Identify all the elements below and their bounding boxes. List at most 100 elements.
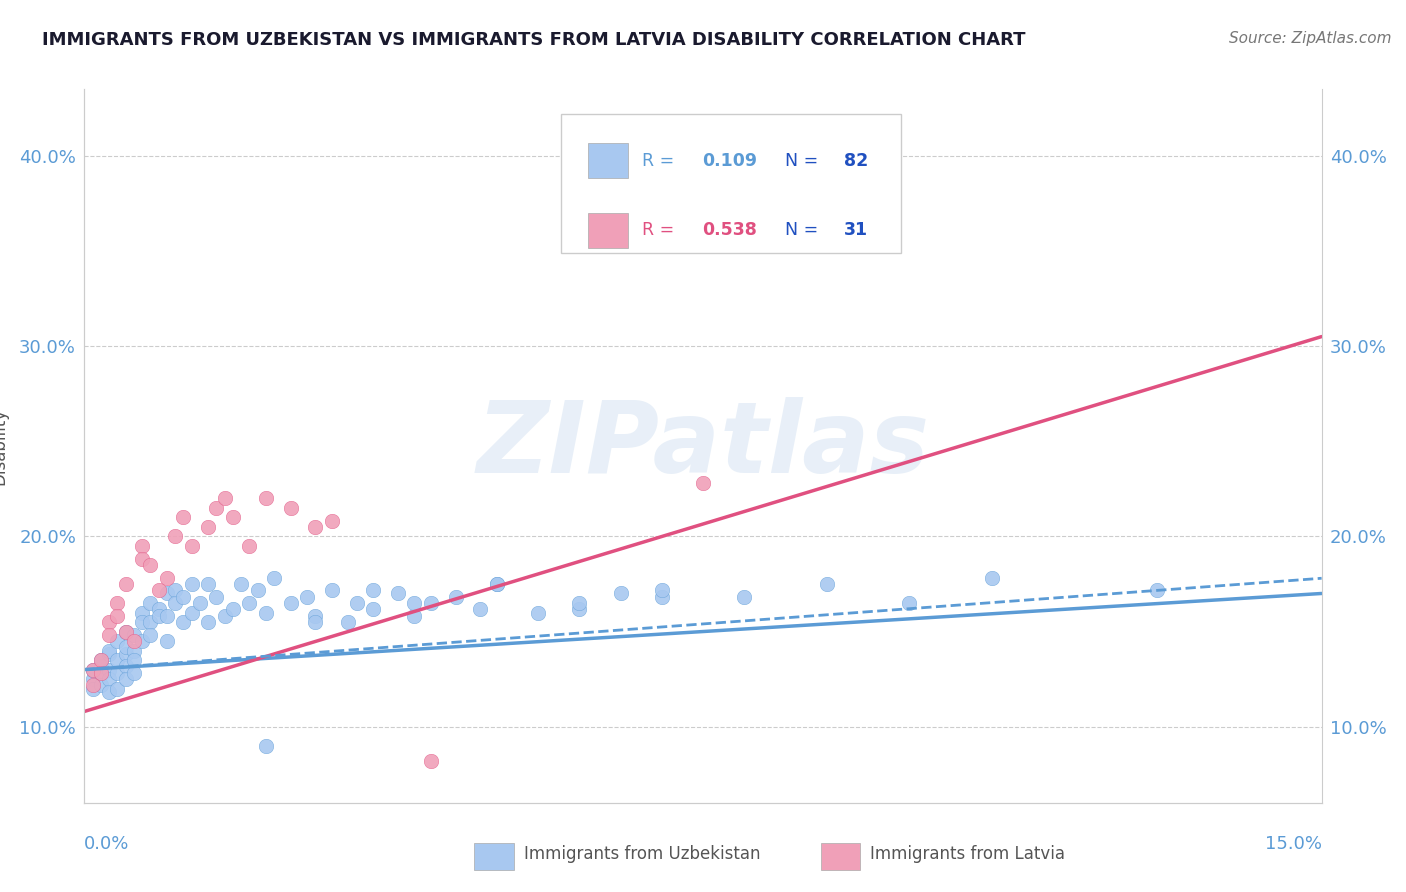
Point [651,591,673,605]
Point [148,582,170,597]
Bar [474,843,513,870]
Bar [588,144,627,178]
Point [90,666,112,681]
Point [898,596,921,610]
Point [321,514,343,528]
Point [527,606,550,620]
Point [156,571,179,585]
Y-axis label: Disability: Disability [0,408,8,484]
Point [139,628,162,642]
Point [139,558,162,572]
Point [98,672,121,686]
Text: 15.0%: 15.0% [1264,835,1322,853]
Point [485,577,508,591]
Point [485,577,508,591]
Point [122,634,145,648]
Point [197,520,219,534]
Point [222,601,245,615]
Point [165,596,187,610]
Point [304,615,326,629]
Text: 0.538: 0.538 [702,221,756,239]
Point [122,666,145,681]
Point [197,615,219,629]
Text: 0.0%: 0.0% [84,835,129,853]
Point [254,491,277,506]
Point [172,615,194,629]
Point [651,582,673,597]
Point [419,754,441,768]
Point [90,653,112,667]
Point [387,586,409,600]
Point [254,739,277,753]
Point [148,601,170,615]
Point [82,663,104,677]
Point [98,663,121,677]
Point [815,577,838,591]
Point [105,596,128,610]
Point [114,640,136,654]
Point [122,643,145,657]
Point [131,539,153,553]
Point [105,666,128,681]
Point [105,681,128,696]
Point [139,596,162,610]
Point [361,601,384,615]
Point [90,653,112,667]
Point [114,658,136,673]
Text: R =: R = [643,221,681,239]
Point [156,609,179,624]
Point [180,577,202,591]
Point [165,582,187,597]
Text: 0.109: 0.109 [702,152,756,169]
Point [139,615,162,629]
Point [114,624,136,639]
Point [222,510,245,524]
Point [98,615,121,629]
Point [214,491,236,506]
Point [114,672,136,686]
Point [980,571,1002,585]
Text: 82: 82 [844,152,869,169]
Point [105,634,128,648]
Point [165,529,187,543]
Point [98,648,121,662]
Point [98,643,121,657]
Point [337,615,360,629]
Point [114,577,136,591]
Point [131,615,153,629]
Bar [588,213,627,248]
Point [131,552,153,566]
Point [444,591,467,605]
Point [82,681,104,696]
Point [692,476,714,491]
Point [404,609,426,624]
Point [304,609,326,624]
Bar [821,843,860,870]
Point [214,609,236,624]
Point [246,582,269,597]
Text: Immigrants from Uzbekistan: Immigrants from Uzbekistan [523,846,761,863]
Point [404,596,426,610]
Point [90,678,112,692]
Point [98,685,121,699]
Point [122,653,145,667]
Point [98,628,121,642]
FancyBboxPatch shape [561,114,901,253]
Point [156,586,179,600]
Point [197,577,219,591]
Point [419,596,441,610]
Point [263,571,285,585]
Point [568,601,591,615]
Point [131,606,153,620]
Text: Immigrants from Latvia: Immigrants from Latvia [870,846,1064,863]
Point [205,591,228,605]
Point [205,500,228,515]
Point [180,539,202,553]
Point [82,678,104,692]
Point [82,672,104,686]
Point [304,520,326,534]
Point [114,624,136,639]
Point [156,634,179,648]
Text: Source: ZipAtlas.com: Source: ZipAtlas.com [1229,31,1392,46]
Text: R =: R = [643,152,681,169]
